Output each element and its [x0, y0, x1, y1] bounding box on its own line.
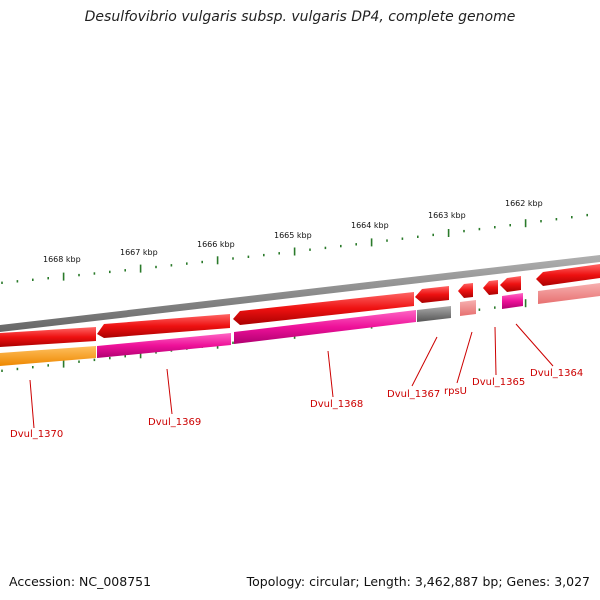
- scale-label-1668: 1668 kbp: [43, 255, 81, 264]
- gene-label-rpsu: rpsU: [444, 386, 467, 397]
- gene-label-dvul-1370: Dvul_1370: [10, 429, 63, 440]
- leader-dvul-1365: [494, 326, 497, 376]
- genome-summary-text: Topology: circular; Length: 3,462,887 bp…: [246, 574, 590, 589]
- feature-dvul-1365: [502, 293, 523, 309]
- leader-rpsu: [456, 331, 473, 384]
- cds-dvul-1364: [536, 264, 600, 286]
- cds-dvul-1365b: [500, 276, 521, 292]
- leader-dvul-1369: [166, 368, 173, 415]
- feature-dvul-1364: [538, 283, 600, 304]
- feature-dvul-1367: [417, 306, 451, 322]
- gene-label-dvul-1367: Dvul_1367: [387, 389, 440, 400]
- scale-label-1664: 1664 kbp: [351, 221, 389, 230]
- accession-text: Accession: NC_008751: [9, 574, 152, 589]
- gene-label-dvul-1365: Dvul_1365: [472, 377, 525, 388]
- feature-rpsu: [460, 300, 476, 316]
- scale-label-1662: 1662 kbp: [505, 199, 543, 208]
- cds-dvul-1365: [483, 280, 498, 295]
- feature-dvul-1368: [234, 310, 416, 344]
- leader-dvul-1364: [515, 323, 554, 367]
- gene-label-dvul-1368: Dvul_1368: [310, 399, 363, 410]
- cds-dvul-1370: [0, 327, 96, 347]
- scale-label-1665: 1665 kbp: [274, 231, 312, 240]
- backbone-ring: [0, 255, 600, 332]
- leader-dvul-1367: [411, 336, 438, 387]
- cds-dvul-1367: [415, 286, 449, 303]
- scale-label-1663: 1663 kbp: [428, 211, 466, 220]
- scale-label-1666: 1666 kbp: [197, 240, 235, 249]
- cds-dvul-1368: [233, 292, 414, 325]
- gene-label-dvul-1369: Dvul_1369: [148, 417, 201, 428]
- leader-dvul-1368: [327, 350, 334, 398]
- feature-dvul-1370: [0, 346, 96, 366]
- gene-label-dvul-1364: Dvul_1364: [530, 368, 583, 379]
- map-title: Desulfovibrio vulgaris subsp. vulgaris D…: [84, 9, 516, 25]
- cds-rpsu: [458, 283, 473, 298]
- outer-scale-ticks: [1, 213, 589, 284]
- feature-dvul-1369: [97, 333, 231, 358]
- scale-label-1667: 1667 kbp: [120, 248, 158, 257]
- leader-dvul-1370: [29, 379, 35, 429]
- cds-dvul-1369: [97, 314, 230, 338]
